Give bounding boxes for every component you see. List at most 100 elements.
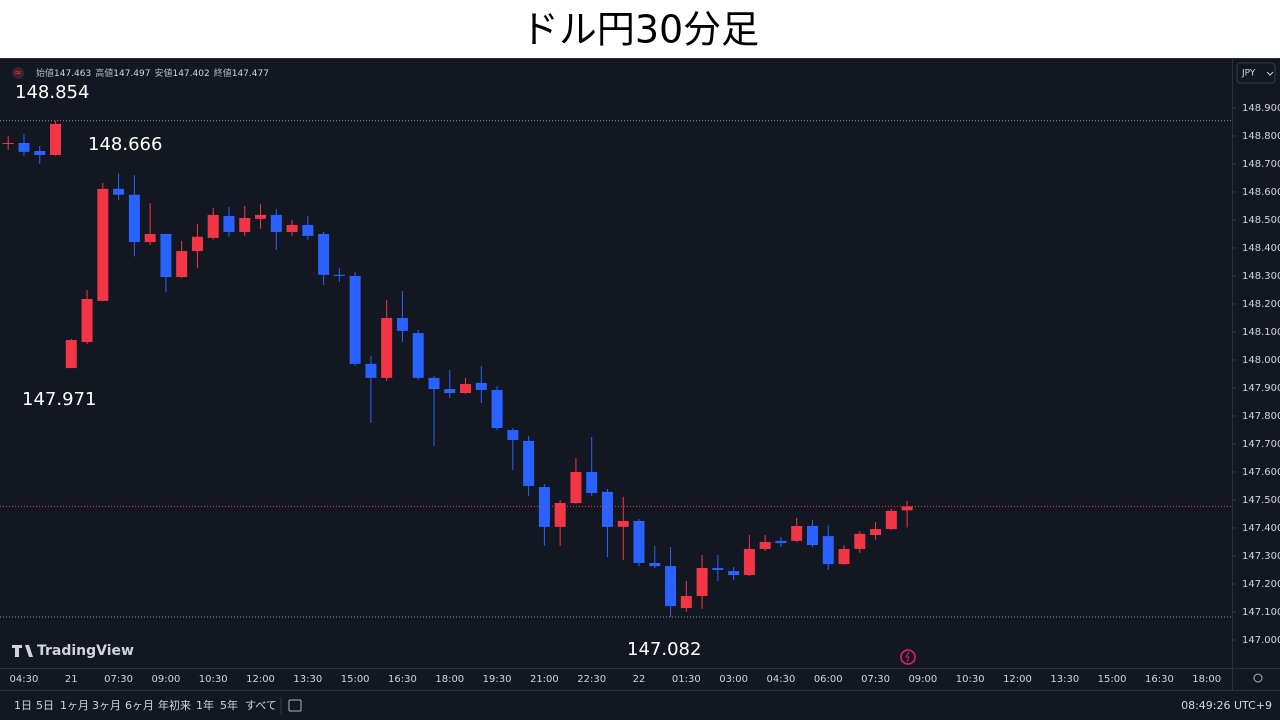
candle-body: [381, 317, 393, 378]
x-tick-label: 15:00: [341, 674, 370, 685]
y-tick-label: 147.900: [1242, 383, 1280, 394]
candle-body: [176, 251, 188, 278]
candle-body: [743, 548, 755, 576]
y-tick-label: 147.700: [1242, 439, 1280, 450]
y-tick-label: 147.500: [1242, 495, 1280, 506]
candle-body: [728, 571, 740, 576]
price-annotation: 148.854: [15, 82, 89, 103]
candle-body: [50, 123, 62, 155]
candle-body: [601, 491, 613, 527]
range-button[interactable]: 5日: [36, 699, 54, 712]
candle-body: [570, 471, 582, 504]
x-tick-label: 09:00: [151, 674, 180, 685]
range-button[interactable]: 年初来: [158, 698, 191, 712]
x-tick-label: 21: [65, 674, 78, 685]
ohlc-label: 高値: [95, 67, 113, 79]
y-tick-label: 147.300: [1242, 551, 1280, 562]
y-tick-label: 148.600: [1242, 187, 1280, 198]
candle-body: [523, 440, 535, 486]
dropdown-arrow: [1266, 71, 1274, 76]
x-tick-label: 12:00: [246, 674, 275, 685]
candle-body: [491, 389, 503, 429]
candle-body: [665, 566, 677, 607]
candle-body: [680, 596, 692, 609]
candle-body: [806, 526, 818, 546]
range-button[interactable]: 1年: [196, 698, 214, 712]
candle-body: [349, 275, 361, 364]
candle-body: [475, 382, 487, 390]
ohlc-value: 147.497: [113, 69, 150, 79]
y-tick-label: 147.600: [1242, 467, 1280, 478]
candle-body: [885, 510, 897, 530]
candle-body: [223, 216, 235, 232]
clock: 08:49:26 UTC+9: [1181, 699, 1272, 712]
candle-body: [34, 151, 46, 155]
y-tick-label: 148.900: [1242, 103, 1280, 114]
symbol-icon: [12, 67, 24, 79]
candle-body: [633, 520, 645, 563]
calendar-icon[interactable]: [288, 699, 302, 712]
ohlc-value: 147.477: [232, 69, 269, 79]
candle-body: [65, 340, 77, 369]
x-tick-label: 16:30: [388, 674, 417, 685]
range-button[interactable]: 1ヶ月: [60, 699, 89, 712]
x-tick-label: 21:00: [530, 674, 559, 685]
candle-body: [396, 317, 408, 331]
candle-body: [365, 363, 377, 378]
candle-body: [759, 541, 771, 549]
y-tick-label: 148.000: [1242, 355, 1280, 366]
candle-body: [460, 384, 472, 394]
x-tick-label: 18:00: [435, 674, 464, 685]
candle-body: [18, 142, 30, 152]
candle-body: [822, 536, 834, 565]
candle-body: [901, 506, 913, 511]
chart-panel: [0, 58, 1280, 720]
ohlc-label: 安値: [154, 67, 172, 79]
range-button[interactable]: 5年: [220, 698, 238, 712]
candle-body: [617, 520, 629, 527]
settings-icon[interactable]: [1253, 673, 1263, 683]
range-button[interactable]: 1日: [14, 699, 32, 712]
y-tick-label: 148.300: [1242, 271, 1280, 282]
x-tick-label: 04:30: [767, 674, 796, 685]
x-tick-label: 12:00: [1003, 674, 1032, 685]
x-tick-label: 04:30: [10, 674, 39, 685]
candle-body: [113, 188, 125, 195]
price-annotation: 148.666: [88, 134, 162, 155]
candle-body: [791, 526, 803, 541]
currency-dropdown[interactable]: [1236, 62, 1276, 84]
y-tick-label: 147.800: [1242, 411, 1280, 422]
candle-body: [507, 429, 519, 441]
y-tick-label: 148.500: [1242, 215, 1280, 226]
title-band: [0, 0, 1280, 58]
ohlc-value: 147.402: [172, 69, 209, 79]
candle-body: [97, 188, 109, 301]
candle-body: [870, 529, 882, 535]
range-button[interactable]: 6ヶ月: [125, 699, 154, 712]
x-tick-label: 01:30: [672, 674, 701, 685]
currency-label[interactable]: JPY: [1241, 69, 1256, 79]
candle-body: [207, 214, 219, 238]
x-tick-label: 16:30: [1145, 674, 1174, 685]
range-button[interactable]: すべて: [245, 699, 277, 712]
candle-body: [286, 224, 298, 232]
alert-icon[interactable]: [900, 649, 916, 665]
x-tick-label: 22:30: [577, 674, 606, 685]
range-button[interactable]: 3ヶ月: [92, 699, 121, 712]
ohlc-legend: 始値147.463 高値147.497 安値147.402 終値147.477: [36, 67, 269, 79]
y-tick-label: 148.800: [1242, 131, 1280, 142]
x-tick-label: 22: [633, 674, 646, 685]
x-tick-label: 15:00: [1098, 674, 1127, 685]
brand-logo: [12, 645, 33, 657]
ohlc-label: 終値: [214, 67, 232, 79]
candle-body: [696, 568, 708, 597]
candle-body: [270, 214, 282, 232]
x-tick-label: 10:30: [199, 674, 228, 685]
candle-body: [144, 233, 156, 243]
ohlc-label: 始値: [36, 67, 54, 79]
candle-body: [302, 224, 314, 236]
y-tick-label: 148.700: [1242, 159, 1280, 170]
x-tick-label: 13:30: [293, 674, 322, 685]
candle-body: [444, 389, 456, 394]
price-annotation: 147.082: [627, 639, 701, 660]
